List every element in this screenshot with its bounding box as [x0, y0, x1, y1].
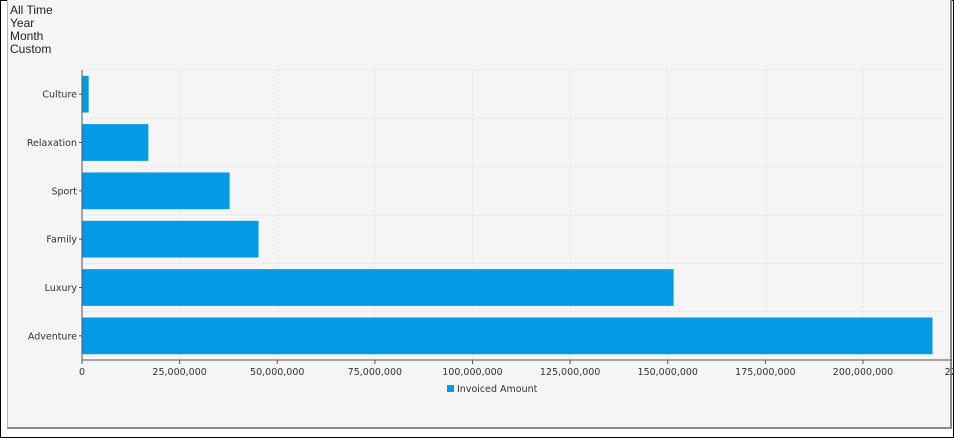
- chart-bars: [82, 75, 933, 355]
- x-tick-label: 175,000,000: [735, 367, 795, 378]
- x-tick-label: 150,000,000: [638, 367, 698, 378]
- bar-culture: [82, 75, 89, 113]
- x-tick-label: 75,000,000: [348, 367, 402, 378]
- legend-swatch: [447, 385, 454, 392]
- range-option-all-time[interactable]: All Time: [10, 3, 53, 17]
- category-label: Sport: [51, 186, 77, 197]
- category-label: Adventure: [28, 331, 77, 342]
- category-label: Luxury: [45, 283, 78, 294]
- bar-adventure: [82, 317, 933, 355]
- bar-luxury: [82, 269, 674, 306]
- bar-relaxation: [82, 124, 149, 161]
- x-tick-label: 25,000,000: [152, 367, 206, 378]
- legend-label: Invoiced Amount: [457, 384, 538, 395]
- bar-sport: [82, 172, 230, 210]
- x-tick-label: 200,000,000: [833, 367, 893, 378]
- bar-family: [82, 220, 259, 258]
- chart-legend: Invoiced Amount: [447, 384, 538, 395]
- x-tick-label: 225,000,0: [945, 367, 954, 378]
- x-tick-label: 50,000,000: [250, 367, 304, 378]
- category-label: Culture: [42, 90, 77, 101]
- chart-axes: [79, 70, 952, 364]
- category-label: Family: [46, 235, 77, 246]
- x-tick-label: 100,000,000: [442, 367, 502, 378]
- category-label: Relaxation: [27, 138, 77, 149]
- x-tick-label: 125,000,000: [540, 367, 600, 378]
- range-option-custom[interactable]: Custom: [10, 42, 52, 56]
- range-option-month[interactable]: Month: [10, 29, 44, 43]
- chart-labels: Culture Relaxation Sport Family Luxury Advent…: [27, 90, 954, 378]
- date-range-menu: All Time Year Month Custom: [10, 4, 53, 56]
- chart-grid: [81, 69, 946, 361]
- x-tick-label: 0: [79, 367, 85, 378]
- range-option-year[interactable]: Year: [10, 16, 35, 30]
